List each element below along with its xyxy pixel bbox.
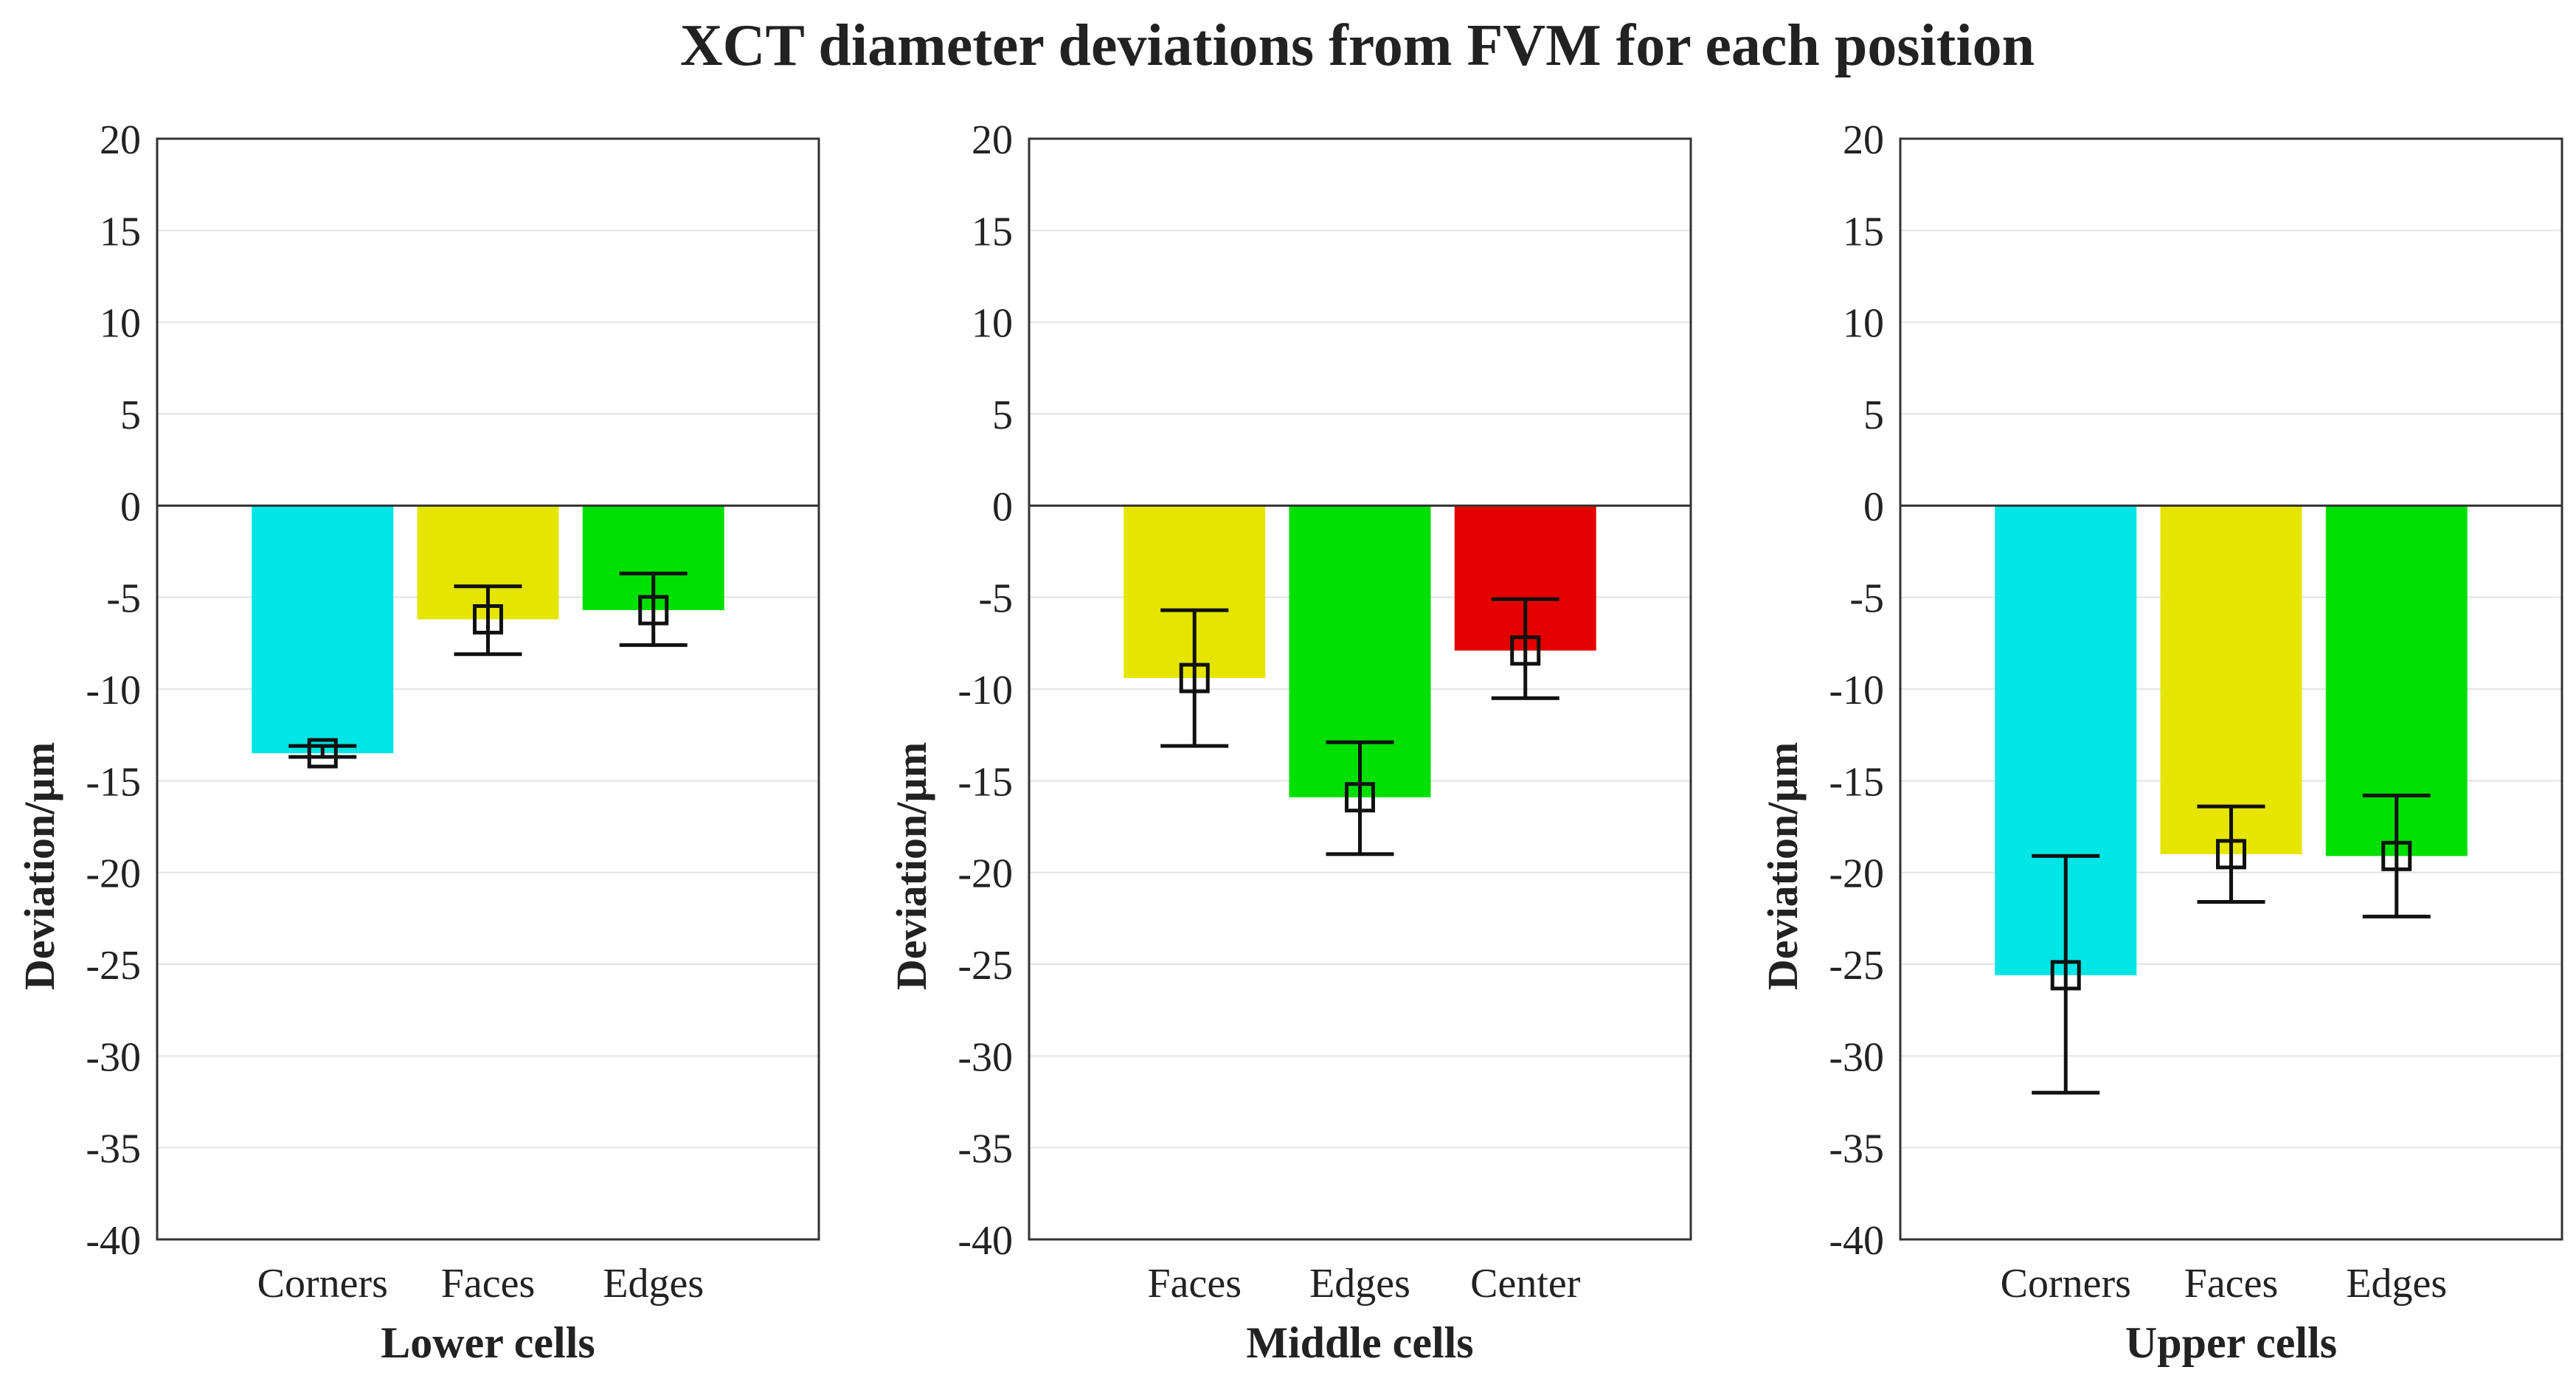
y-axis-label: Deviation/µm <box>15 742 63 990</box>
y-tick-label: -20 <box>958 851 1013 897</box>
y-tick-label: 15 <box>972 209 1013 255</box>
y-tick-label: -40 <box>86 1218 141 1264</box>
y-axis-label: Deviation/µm <box>887 742 935 990</box>
y-tick-label: 0 <box>992 484 1013 530</box>
y-tick-label: -5 <box>978 576 1013 622</box>
y-tick-label: -35 <box>1829 1127 1884 1172</box>
y-tick-label: -25 <box>958 943 1013 989</box>
figure-title: XCT diameter deviations from FVM for eac… <box>680 13 2035 78</box>
y-tick-label: -30 <box>958 1034 1013 1080</box>
y-tick-label: -40 <box>1829 1218 1884 1264</box>
y-tick-label: -40 <box>958 1218 1013 1264</box>
mean-marker <box>1179 662 1210 693</box>
y-tick-label: -15 <box>1829 759 1884 805</box>
mean-marker <box>473 604 503 635</box>
mean-marker <box>638 595 669 626</box>
y-tick-label: 15 <box>100 209 141 255</box>
x-tick-label: Edges <box>2346 1261 2447 1307</box>
chart-panel-2: 20 15 10 5 0 -5 -10 -15 -20 -25 -30 -35 -40 Faces Edge… <box>887 117 1692 1367</box>
y-tick-label: -25 <box>86 943 141 989</box>
y-tick-label: 0 <box>120 484 141 530</box>
x-axis-label: Upper cells <box>2125 1318 2337 1367</box>
x-axis-label: Middle cells <box>1246 1318 1473 1367</box>
y-tick-label: -35 <box>86 1127 141 1172</box>
y-tick-label: -5 <box>1849 576 1884 622</box>
x-axis-label: Lower cells <box>381 1318 595 1367</box>
mean-marker <box>1510 635 1541 666</box>
bar-faces <box>2160 505 2302 854</box>
x-tick-label: Faces <box>441 1261 536 1307</box>
x-tick-label: Faces <box>2184 1261 2279 1307</box>
y-tick-label: -30 <box>1829 1034 1884 1080</box>
y-tick-label: -35 <box>958 1127 1013 1172</box>
mean-marker <box>1345 782 1375 813</box>
x-tick-label: Corners <box>2001 1261 2131 1307</box>
y-tick-label: 20 <box>100 117 141 163</box>
y-tick-label: -10 <box>958 668 1013 713</box>
y-tick-label: -10 <box>1829 668 1884 713</box>
mean-marker <box>2216 839 2246 870</box>
y-tick-label: 20 <box>1843 117 1884 163</box>
x-tick-label: Faces <box>1147 1261 1242 1307</box>
y-tick-label: 5 <box>992 392 1013 438</box>
axes-box <box>1028 137 1692 1241</box>
x-tick-label: Edges <box>1309 1261 1410 1307</box>
y-tick-label: -20 <box>1829 851 1884 897</box>
y-axis-label: Deviation/µm <box>1759 742 1807 990</box>
y-tick-label: 5 <box>120 392 141 438</box>
y-tick-label: 0 <box>1863 484 1884 530</box>
y-tick-label: 10 <box>1843 301 1884 347</box>
y-tick-label: 20 <box>972 117 1013 163</box>
x-tick-label: Center <box>1470 1261 1581 1307</box>
chart-panels: 20 15 10 5 0 -5 -10 -15 -20 -25 -30 -35 -40 Corners Fa… <box>15 117 2563 1367</box>
y-tick-label: 10 <box>972 301 1013 347</box>
y-tick-label: -15 <box>86 759 141 805</box>
y-tick-label: -30 <box>86 1034 141 1080</box>
mean-marker <box>2381 840 2412 871</box>
x-tick-label: Edges <box>603 1261 704 1307</box>
y-tick-label: -25 <box>1829 943 1884 989</box>
y-tick-label: 10 <box>100 301 141 347</box>
bar-corners <box>252 505 394 754</box>
y-tick-label: -5 <box>106 576 141 622</box>
mean-marker <box>2050 960 2081 991</box>
axes-box <box>1899 137 2563 1241</box>
y-tick-label: -10 <box>86 668 141 713</box>
chart-panel-1: 20 15 10 5 0 -5 -10 -15 -20 -25 -30 -35 -40 Corners Fa… <box>15 117 820 1367</box>
y-tick-label: -20 <box>86 851 141 897</box>
y-tick-label: 15 <box>1843 209 1884 255</box>
y-tick-label: -15 <box>958 759 1013 805</box>
mean-marker <box>307 738 338 769</box>
axes-box <box>156 137 820 1241</box>
x-tick-label: Corners <box>257 1261 388 1307</box>
chart-panel-3: 20 15 10 5 0 -5 -10 -15 -20 -25 -30 -35 -40 Corners Fa… <box>1759 117 2563 1367</box>
y-tick-label: 5 <box>1863 392 1884 438</box>
